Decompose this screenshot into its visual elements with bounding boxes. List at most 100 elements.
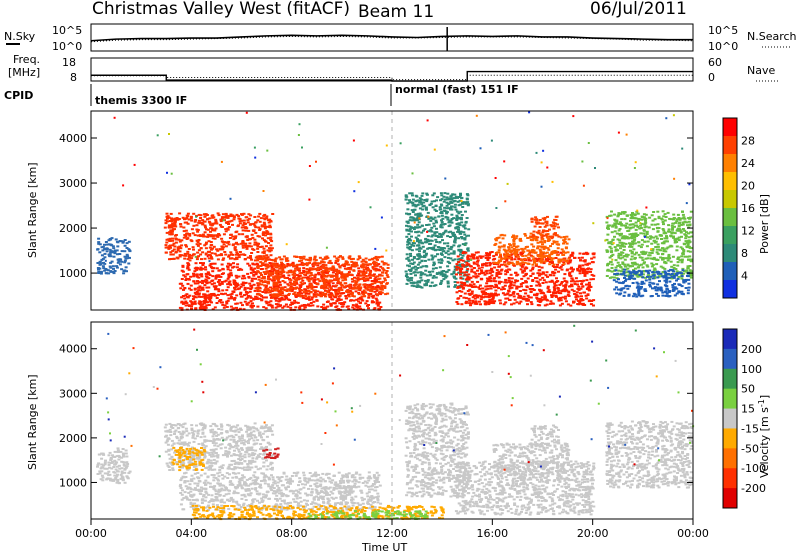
scatter-cell xyxy=(265,302,269,305)
scatter-cell xyxy=(241,246,245,249)
scatter-cell xyxy=(194,296,198,299)
scatter-cell xyxy=(550,235,554,238)
scatter-cell xyxy=(465,261,469,264)
scatter-cell xyxy=(326,284,330,287)
scatter-cell xyxy=(506,271,509,274)
scatter-cell xyxy=(681,210,684,213)
scatter-cell xyxy=(205,286,209,289)
scatter-cell xyxy=(622,224,625,227)
scatter-cell xyxy=(464,210,467,213)
scatter-cell xyxy=(359,307,362,310)
scatter-cell xyxy=(498,299,502,302)
scatter-cell xyxy=(542,292,546,295)
scatter-cell xyxy=(466,257,470,260)
scatter-cell xyxy=(643,240,647,243)
scatter-cell xyxy=(517,285,521,288)
scatter-cell xyxy=(675,229,679,232)
scatter-cell xyxy=(313,256,317,259)
scatter-cell xyxy=(521,271,525,274)
scatter-cell xyxy=(259,280,263,283)
scatter-cell xyxy=(326,300,330,303)
scatter-cell xyxy=(469,276,473,279)
scatter-cell xyxy=(197,302,201,305)
scatter-cell xyxy=(627,275,631,278)
scatter-cell xyxy=(273,260,277,263)
scatter-cell xyxy=(464,221,468,224)
scatter-cell xyxy=(212,267,216,270)
scatter-cell xyxy=(227,226,231,229)
scatter-cell xyxy=(304,258,308,261)
scatter-cell xyxy=(411,194,414,197)
scatter-cell xyxy=(449,248,453,251)
scatter-cell xyxy=(369,274,372,277)
scatter-cell xyxy=(424,207,428,210)
scatter-cell xyxy=(332,302,336,305)
scatter-cell xyxy=(190,254,194,257)
scatter-cell xyxy=(326,305,330,308)
scatter-cell xyxy=(282,275,286,278)
scatter-cell xyxy=(470,290,474,293)
scatter-cell xyxy=(681,253,685,256)
scatter-cell xyxy=(276,272,280,275)
scatter-cell xyxy=(235,241,238,244)
scatter-cell xyxy=(412,271,416,274)
scatter-cell xyxy=(260,245,264,248)
scatter-cell xyxy=(665,235,668,238)
scatter-cell xyxy=(566,262,570,265)
scatter-cell xyxy=(553,225,557,228)
scatter-cell xyxy=(262,231,266,234)
scatter-cell xyxy=(249,223,253,226)
scatter-cell xyxy=(193,267,197,270)
scatter-cell xyxy=(425,198,429,201)
scatter-cell xyxy=(296,268,300,271)
scatter-cell xyxy=(264,284,268,287)
scatter-cell xyxy=(642,282,646,285)
scatter-cell xyxy=(556,263,559,266)
scatter-cell xyxy=(368,271,372,274)
scatter-cell xyxy=(417,234,421,237)
scatter-cell xyxy=(278,256,282,259)
scatter-cell xyxy=(216,280,220,283)
scatter-cell xyxy=(406,256,410,259)
scatter-cell xyxy=(550,225,554,228)
scatter-cell xyxy=(625,271,629,274)
scatter-cell xyxy=(432,261,436,264)
scatter-cell xyxy=(508,257,512,260)
scatter-cell xyxy=(467,278,471,281)
scatter-cell xyxy=(321,291,325,294)
scatter-cell xyxy=(343,282,347,285)
scatter-cell xyxy=(302,257,306,260)
scatter-cell xyxy=(455,273,458,276)
scatter-cell xyxy=(623,277,626,279)
scatter-cell xyxy=(610,267,614,269)
scatter-cell xyxy=(657,215,661,218)
scatter-cell xyxy=(188,294,192,297)
scatter-cell xyxy=(640,239,644,242)
scatter-cell xyxy=(523,261,527,264)
scatter-cell xyxy=(178,282,182,285)
scatter-cell xyxy=(629,258,633,261)
scatter-cell xyxy=(194,307,198,310)
scatter-cell xyxy=(249,271,253,274)
scatter-cell xyxy=(522,269,526,272)
scatter-cell xyxy=(492,280,496,283)
scatter-cell xyxy=(687,245,691,248)
scatter-cell xyxy=(429,242,433,245)
scatter-cell xyxy=(373,265,377,267)
scatter-cell xyxy=(523,233,527,235)
scatter-cell xyxy=(433,249,437,251)
scatter-cell xyxy=(516,292,520,295)
scatter-cell xyxy=(555,240,559,243)
scatter-cell xyxy=(230,274,233,277)
scatter-cell xyxy=(303,288,307,291)
scatter-cell xyxy=(247,229,251,232)
scatter-cell xyxy=(321,264,325,267)
scatter-cell xyxy=(532,245,536,248)
scatter-cell xyxy=(445,196,449,199)
scatter-cell xyxy=(441,250,445,253)
scatter-cell xyxy=(688,246,692,249)
scatter-cell xyxy=(192,295,195,298)
scatter-cell xyxy=(675,270,679,273)
scatter-cell xyxy=(241,304,244,307)
scatter-cell xyxy=(175,217,179,219)
